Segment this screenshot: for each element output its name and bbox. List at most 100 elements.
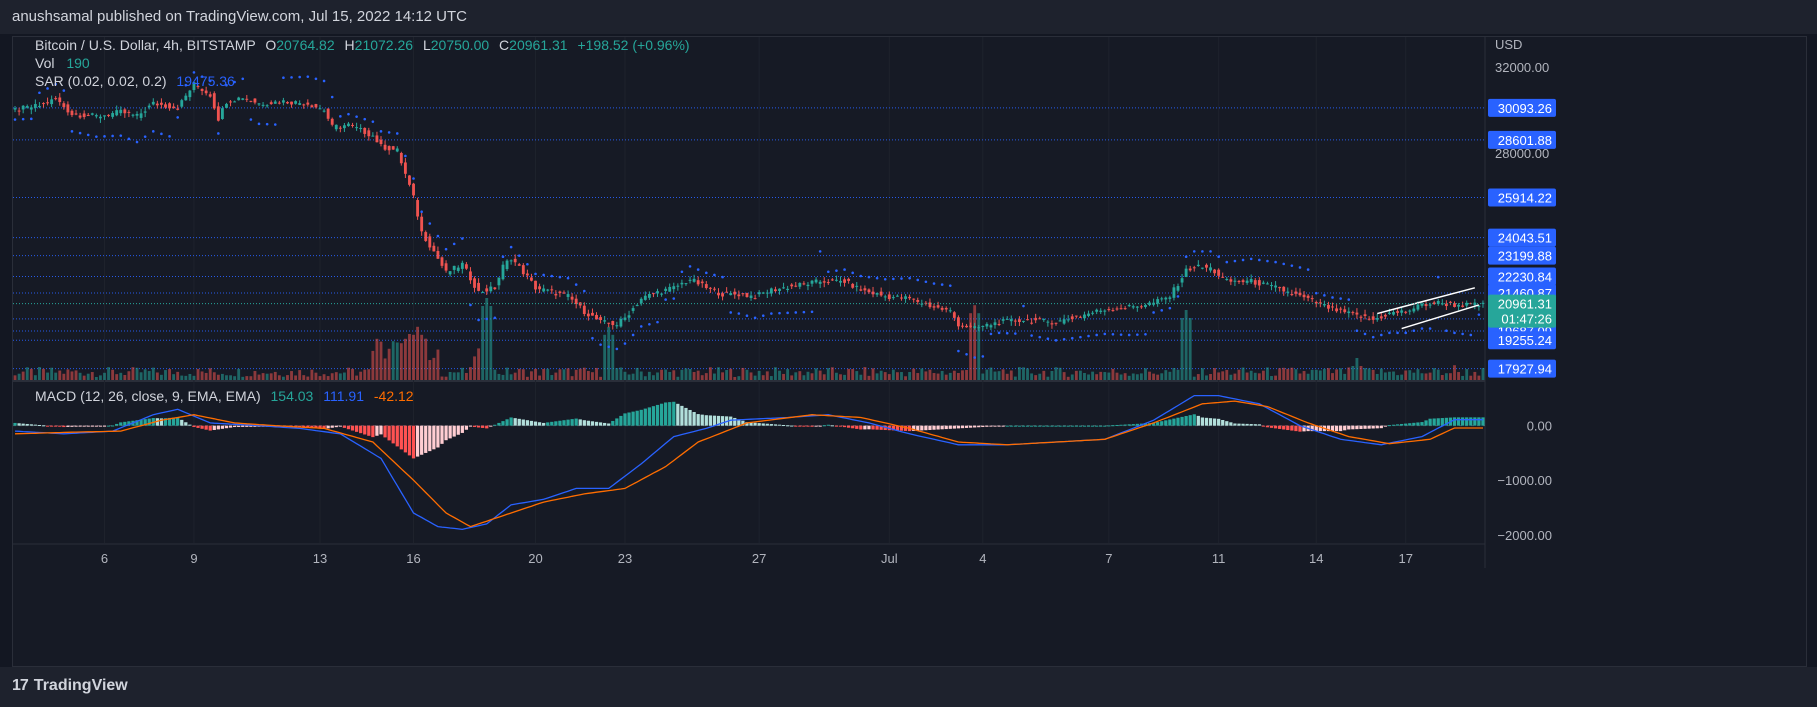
volume-bar bbox=[517, 368, 521, 380]
candle-body bbox=[513, 258, 517, 263]
candle-body bbox=[1237, 281, 1241, 283]
candle-body bbox=[25, 106, 29, 108]
candle-body bbox=[294, 101, 298, 104]
volume-bar bbox=[1396, 375, 1399, 380]
macd-histogram-bar bbox=[720, 416, 725, 426]
macd-histogram-bar bbox=[17, 423, 21, 426]
candle-body bbox=[891, 297, 895, 299]
macd-histogram-bar bbox=[62, 425, 66, 428]
candle-body bbox=[1095, 309, 1099, 312]
volume-bar bbox=[956, 373, 960, 380]
sar-dot bbox=[200, 75, 204, 78]
volume-bar bbox=[1282, 367, 1286, 380]
candle-body bbox=[220, 108, 224, 119]
volume-bar bbox=[786, 369, 790, 380]
volume-bar bbox=[969, 313, 973, 380]
macd-histogram-bar bbox=[566, 419, 570, 426]
candle-body bbox=[684, 283, 688, 285]
volume-bar bbox=[895, 372, 899, 380]
macd-histogram-bar bbox=[196, 425, 200, 428]
macd-histogram-bar bbox=[375, 425, 379, 436]
candle-body bbox=[717, 292, 720, 296]
macd-histogram-bar bbox=[977, 425, 981, 428]
volume-bar bbox=[1009, 370, 1013, 380]
volume-bar bbox=[656, 372, 659, 380]
volume-bar bbox=[379, 341, 383, 380]
candle-body bbox=[1278, 287, 1282, 289]
candle-body bbox=[643, 295, 647, 300]
candle-body bbox=[1209, 267, 1212, 271]
volume-label: Vol bbox=[35, 55, 55, 71]
volume-bar bbox=[1123, 373, 1127, 380]
sar-dot bbox=[217, 132, 220, 135]
candle-body bbox=[29, 107, 33, 110]
macd-histogram-bar bbox=[37, 424, 42, 426]
tradingview-logo[interactable]: 17 TradingView bbox=[12, 677, 128, 695]
volume-bar bbox=[1371, 369, 1375, 380]
volume-bar bbox=[420, 334, 424, 380]
macd-histogram-bar bbox=[78, 425, 82, 427]
macd-histogram-bar bbox=[639, 409, 643, 426]
candle-body bbox=[147, 105, 151, 108]
candle-body bbox=[159, 102, 163, 105]
sar-dot bbox=[1469, 333, 1473, 337]
sar-dot bbox=[1298, 266, 1302, 269]
macd-y-tick-label: 0.00 bbox=[1527, 419, 1552, 434]
macd-histogram-bar bbox=[1375, 425, 1379, 429]
sar-dot bbox=[404, 154, 407, 158]
candle-body bbox=[920, 303, 924, 305]
sar-dot bbox=[550, 274, 554, 278]
volume-bar bbox=[119, 372, 123, 380]
volume-bar bbox=[456, 372, 460, 380]
sar-dot bbox=[810, 310, 814, 314]
candle-body bbox=[1453, 303, 1456, 307]
chart-canvas[interactable]: 6 9 13 16 20 23 27 Jul 4 7 11 14 17 32000.00 28000.00 U… bbox=[13, 37, 1806, 666]
candle-body bbox=[1481, 302, 1485, 304]
chart-frame[interactable]: 6 9 13 16 20 23 27 Jul 4 7 11 14 17 32000.00 28000.00 U… bbox=[12, 36, 1807, 667]
sar-dot bbox=[1241, 258, 1245, 262]
volume-bar bbox=[184, 375, 188, 380]
channel-lower-line bbox=[1401, 304, 1480, 330]
candle-body bbox=[452, 265, 456, 270]
macd-histogram-bar bbox=[383, 425, 387, 438]
candle-body bbox=[1058, 320, 1062, 322]
candle-body bbox=[802, 283, 806, 285]
macd-histogram-bar bbox=[82, 425, 86, 427]
macd-histogram-bar bbox=[745, 422, 749, 426]
candle-body bbox=[225, 103, 228, 108]
candle-body bbox=[627, 315, 631, 318]
volume-bar bbox=[977, 313, 981, 380]
volume-bar bbox=[961, 370, 964, 380]
volume-bar bbox=[1270, 376, 1273, 380]
x-tick-label: 6 bbox=[101, 551, 108, 566]
macd-histogram-bar bbox=[533, 421, 538, 426]
candle-body bbox=[464, 264, 468, 269]
macd-histogram-bar bbox=[58, 425, 62, 427]
sar-dot bbox=[29, 117, 33, 121]
sar-dot bbox=[900, 277, 903, 280]
volume-bar bbox=[342, 372, 346, 380]
macd-histogram-bar bbox=[1444, 417, 1448, 426]
sar-dot bbox=[1380, 333, 1383, 337]
y-tick-label: 28000.00 bbox=[1495, 146, 1549, 161]
macd-histogram-bar bbox=[493, 424, 497, 426]
sar-dot bbox=[485, 317, 489, 321]
volume-bar bbox=[168, 369, 171, 380]
macd-histogram-bar bbox=[822, 425, 826, 427]
volume-bar bbox=[1253, 372, 1257, 380]
volume-bar bbox=[794, 372, 798, 380]
candle-body bbox=[103, 115, 106, 117]
candle-body bbox=[623, 317, 627, 320]
sar-dot bbox=[599, 343, 602, 346]
macd-histogram-bar bbox=[1400, 423, 1404, 426]
macd-histogram-bar bbox=[1042, 425, 1046, 427]
candle-body bbox=[257, 103, 261, 105]
volume-bar bbox=[1310, 369, 1314, 380]
candle-body bbox=[1339, 308, 1343, 310]
macd-histogram-bar bbox=[1367, 425, 1371, 429]
macd-histogram-bar bbox=[956, 425, 961, 429]
volume-bar bbox=[367, 369, 371, 380]
volume-bar bbox=[749, 372, 753, 380]
volume-bar bbox=[615, 368, 619, 380]
volume-bar bbox=[1355, 358, 1359, 380]
